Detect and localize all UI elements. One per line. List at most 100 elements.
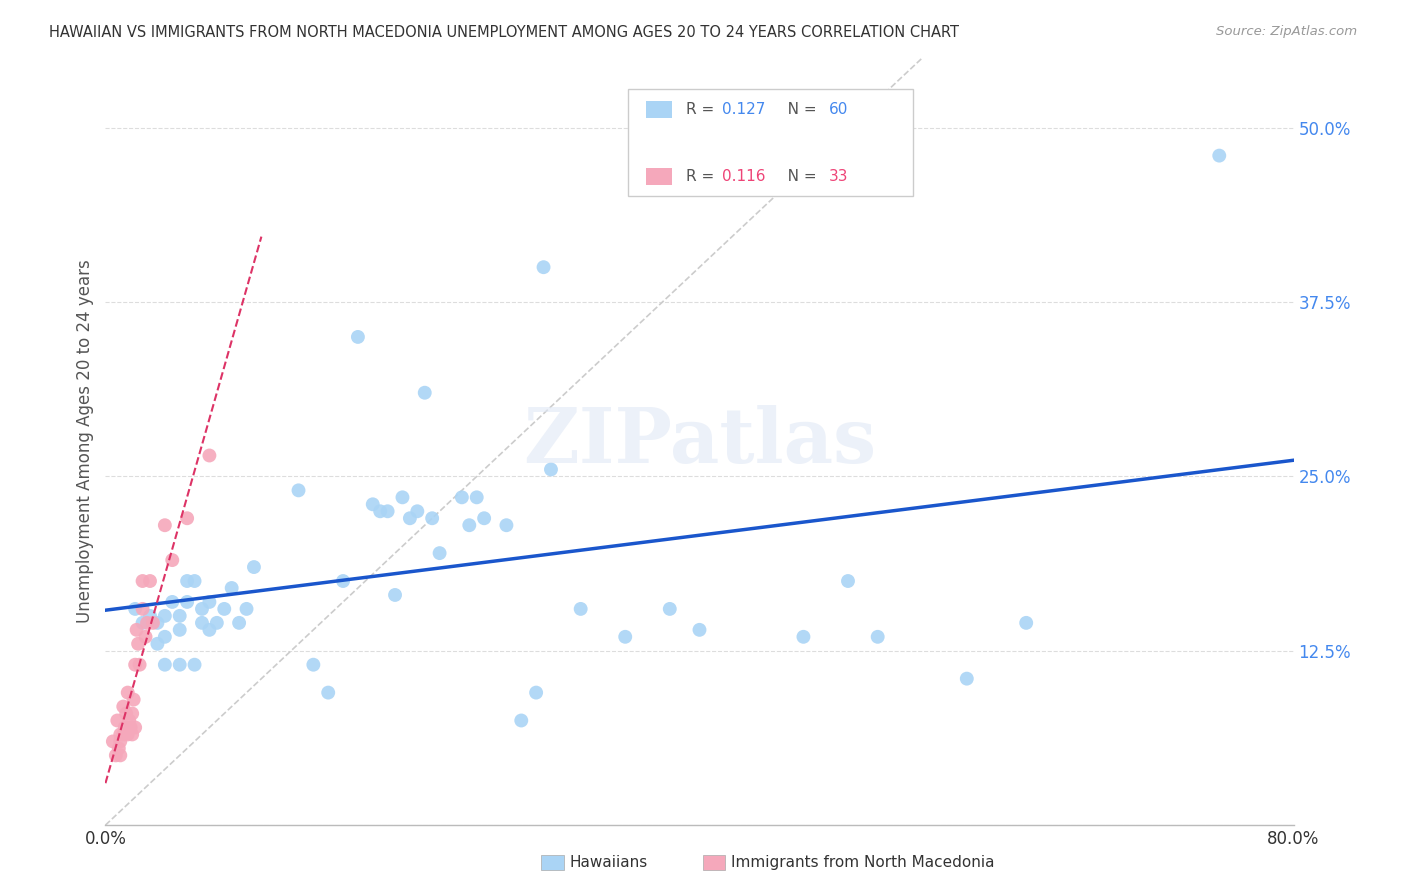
Point: [866, 630, 889, 644]
Point: [243, 560, 266, 574]
Point: [399, 511, 422, 525]
Point: [146, 615, 169, 630]
Point: [361, 497, 384, 511]
Point: [110, 748, 132, 763]
Point: [146, 637, 169, 651]
Point: [135, 630, 157, 644]
Point: [131, 602, 153, 616]
Point: [121, 727, 143, 741]
Point: [118, 714, 141, 728]
Point: [153, 608, 176, 623]
Point: [162, 553, 184, 567]
Point: [658, 602, 681, 616]
Point: [302, 657, 325, 672]
Point: [183, 574, 205, 588]
Text: N =: N =: [773, 102, 821, 117]
Point: [115, 706, 138, 721]
Point: [183, 657, 205, 672]
Point: [465, 491, 488, 505]
Point: [347, 330, 370, 344]
Point: [124, 657, 146, 672]
Point: [110, 734, 132, 748]
Point: [228, 615, 250, 630]
Point: [176, 511, 198, 525]
Point: [495, 518, 517, 533]
Bar: [645, 101, 672, 118]
Point: [153, 518, 176, 533]
Text: Source: ZipAtlas.com: Source: ZipAtlas.com: [1216, 25, 1357, 38]
Point: [122, 692, 145, 706]
Point: [110, 727, 132, 741]
Point: [136, 615, 159, 630]
Point: [391, 491, 413, 505]
Point: [377, 504, 399, 518]
Point: [121, 706, 143, 721]
Text: Hawaiians: Hawaiians: [569, 855, 648, 870]
Point: [112, 699, 135, 714]
Point: [689, 623, 711, 637]
Point: [205, 615, 228, 630]
Point: [450, 491, 472, 505]
Text: 60: 60: [830, 102, 848, 117]
Point: [198, 623, 221, 637]
Bar: [645, 168, 672, 185]
Point: [153, 630, 176, 644]
Point: [124, 721, 146, 735]
Point: [105, 714, 128, 728]
Point: [198, 595, 221, 609]
Point: [287, 483, 309, 498]
Point: [153, 657, 176, 672]
Point: [142, 615, 165, 630]
Point: [114, 721, 136, 735]
Point: [540, 462, 562, 476]
Point: [169, 608, 191, 623]
Text: R =: R =: [686, 169, 720, 184]
Point: [108, 741, 131, 756]
Point: [384, 588, 406, 602]
Point: [792, 630, 814, 644]
Point: [120, 721, 142, 735]
Point: [214, 602, 236, 616]
Point: [235, 602, 257, 616]
Text: N =: N =: [773, 169, 821, 184]
Point: [176, 574, 198, 588]
Point: [1208, 148, 1230, 162]
Point: [117, 685, 139, 699]
Text: HAWAIIAN VS IMMIGRANTS FROM NORTH MACEDONIA UNEMPLOYMENT AMONG AGES 20 TO 24 YEA: HAWAIIAN VS IMMIGRANTS FROM NORTH MACEDO…: [49, 25, 959, 40]
Point: [191, 615, 214, 630]
Text: Immigrants from North Macedonia: Immigrants from North Macedonia: [731, 855, 994, 870]
Point: [533, 260, 555, 275]
Text: 0.116: 0.116: [723, 169, 765, 184]
Point: [124, 602, 146, 616]
Text: ZIPatlas: ZIPatlas: [523, 405, 876, 478]
Point: [221, 581, 243, 595]
Point: [191, 602, 214, 616]
Point: [569, 602, 592, 616]
Y-axis label: Unemployment Among Ages 20 to 24 years: Unemployment Among Ages 20 to 24 years: [76, 260, 94, 624]
Point: [198, 449, 221, 463]
Point: [139, 608, 162, 623]
Point: [139, 574, 162, 588]
Point: [169, 623, 191, 637]
Point: [131, 615, 153, 630]
Point: [131, 574, 153, 588]
Point: [368, 504, 391, 518]
Text: 33: 33: [830, 169, 848, 184]
Point: [429, 546, 451, 560]
Point: [128, 657, 150, 672]
Point: [472, 511, 495, 525]
Point: [104, 748, 127, 763]
Point: [956, 672, 979, 686]
Point: [101, 734, 124, 748]
Point: [413, 385, 436, 400]
Point: [176, 595, 198, 609]
Point: [162, 595, 184, 609]
Point: [125, 623, 148, 637]
Point: [458, 518, 481, 533]
Point: [614, 630, 637, 644]
FancyBboxPatch shape: [628, 88, 914, 196]
Point: [112, 727, 135, 741]
Point: [332, 574, 354, 588]
Point: [127, 637, 149, 651]
Point: [837, 574, 859, 588]
